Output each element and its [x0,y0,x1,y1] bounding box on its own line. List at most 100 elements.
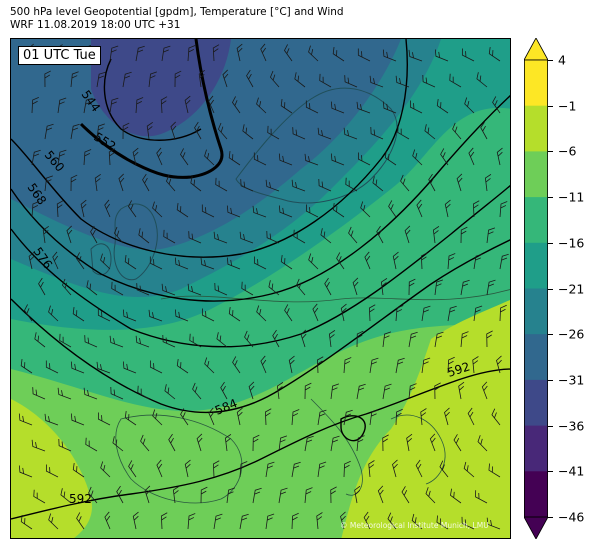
wind-barb [228,306,241,322]
wind-barb [382,101,397,114]
contour-label-592-east: 592 [446,359,472,379]
wind-barb [382,49,397,62]
wind-barb [176,358,189,374]
wind-barb [382,434,389,452]
wind-barb [292,127,306,140]
contour-560 [11,39,408,258]
colorbar-tick-mark [548,425,553,427]
wind-barb [300,329,307,348]
wind-barb [44,70,51,88]
wind-barb [460,226,468,244]
colorbar-bin [524,60,548,107]
wind-barb [45,464,59,478]
wind-barb [33,489,46,504]
wind-barb [421,357,431,374]
wind-barb [340,303,347,322]
wind-barb [161,45,171,62]
wind-barb [109,45,119,62]
wind-barb [296,278,306,296]
wind-barb [160,96,168,114]
wind-barb [372,176,384,192]
wind-barb [140,434,150,452]
wind-barb [128,460,137,478]
wind-barb [216,332,228,348]
wind-barb [132,511,139,530]
colorbar-tick-label: −16 [558,235,585,251]
wind-barb [304,153,319,166]
wind-barb [122,361,137,374]
coastline-scandinavia [235,87,398,204]
wind-barb [142,173,150,192]
wind-barb [70,174,78,192]
colorbar-tick-mark [548,151,553,153]
wind-barb [278,487,288,504]
wind-barb [283,44,293,62]
wind-barb [48,305,59,322]
wind-barb [18,465,33,478]
wind-barb [174,70,182,88]
wind-barb [453,434,462,452]
wind-barb [267,125,280,140]
contour-592 [11,368,510,520]
wind-barb [387,512,397,530]
wind-barb [345,177,358,192]
wind-barb [20,359,33,374]
wind-barb [172,486,180,504]
coastline-balkans [390,414,446,485]
wind-barb [276,382,284,400]
wind-barb [110,387,124,400]
wind-barb [484,174,492,192]
wind-barb [240,179,254,192]
wind-barb [368,460,375,478]
wind-barb [278,153,293,166]
wind-barb [428,173,436,192]
wind-barb [152,409,163,426]
wind-barb [109,97,119,114]
wind-barb [80,199,87,218]
wind-barb [208,95,215,114]
wind-barb [420,252,428,270]
wind-barb [215,177,228,192]
wind-barb [440,148,449,166]
colorbar-bin [524,242,548,289]
wind-barb [72,307,85,322]
wind-barb [436,98,449,114]
colorbar-tick-mark [548,334,553,336]
wind-barb [170,121,177,140]
wind-barb [332,47,345,62]
wind-barb [395,408,403,426]
colorbar-tick-mark [548,60,553,61]
wind-barb [156,459,163,478]
wind-barbs [18,43,509,530]
wind-barb [165,174,176,192]
wind-barb [357,48,371,62]
wind-barb [168,433,176,452]
wind-barb [239,231,254,244]
colorbar-tick-mark [548,471,553,473]
wind-barb [104,511,111,530]
wind-barb [304,382,312,400]
wind-barb [161,283,176,296]
wind-barb [52,251,59,270]
wind-barb [152,201,163,218]
wind-barb [208,407,215,426]
wind-barb [236,43,243,62]
wind-barb [75,252,85,270]
wind-barb [214,283,228,296]
wind-barb [395,75,410,88]
colorbar-tick-label: −31 [558,372,585,388]
wind-barb [136,283,150,296]
wind-barb [425,487,436,504]
wind-barb [291,179,306,192]
wind-barb [461,48,475,62]
wind-barb [70,361,85,374]
colorbar-tick-label: −36 [558,418,585,434]
wind-barb [112,436,124,452]
wind-barb [72,462,85,478]
wind-barb [48,513,59,530]
wind-barb [392,459,398,478]
wind-barb [252,205,267,218]
wind-barb [357,152,371,166]
wind-barb [148,71,157,88]
contour-544 [103,58,202,141]
